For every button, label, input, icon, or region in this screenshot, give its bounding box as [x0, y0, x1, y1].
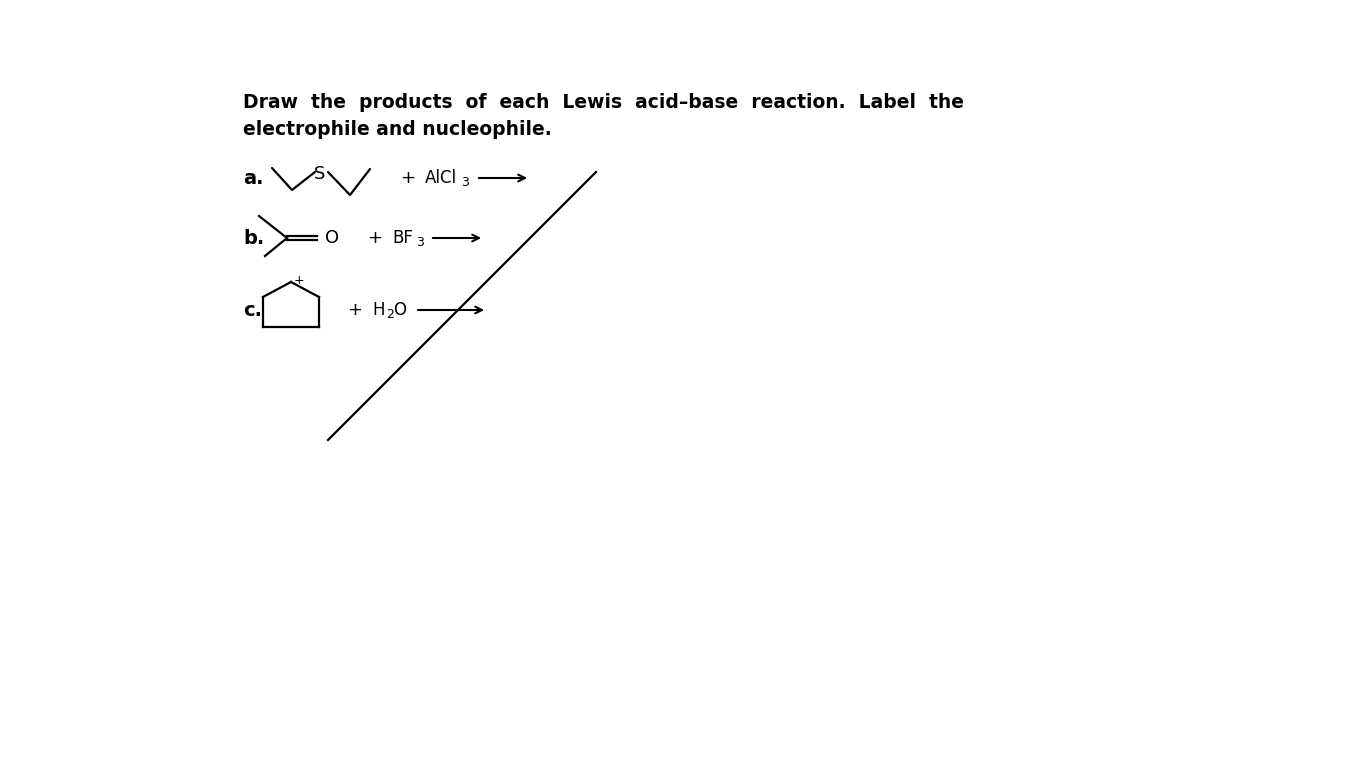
Text: 2: 2 — [387, 307, 393, 320]
Text: BF: BF — [392, 229, 413, 247]
Text: +: + — [400, 169, 415, 187]
Text: electrophile and nucleophile.: electrophile and nucleophile. — [243, 120, 552, 139]
Text: Draw  the  products  of  each  Lewis  acid–base  reaction.  Label  the: Draw the products of each Lewis acid–bas… — [243, 93, 964, 112]
Text: O: O — [325, 229, 339, 247]
Text: a.: a. — [243, 168, 264, 187]
Text: +: + — [347, 301, 362, 319]
Text: 3: 3 — [417, 236, 423, 249]
Text: AlCl: AlCl — [425, 169, 458, 187]
Text: +: + — [367, 229, 382, 247]
Text: H: H — [372, 301, 384, 319]
Text: S: S — [314, 165, 325, 183]
Text: O: O — [393, 301, 406, 319]
Text: +: + — [294, 273, 305, 286]
Text: b.: b. — [243, 229, 264, 247]
Text: c.: c. — [243, 300, 262, 319]
Text: 3: 3 — [460, 176, 469, 188]
